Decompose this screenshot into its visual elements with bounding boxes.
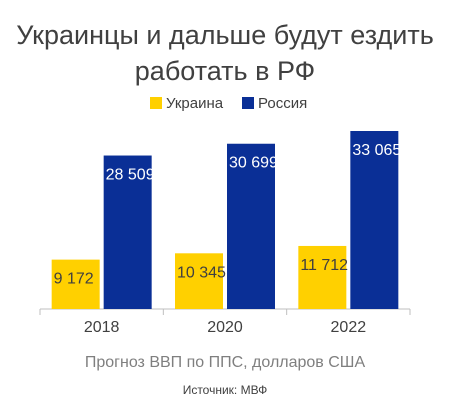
chart-source: Источник: МВФ: [183, 383, 268, 397]
data-label-russia-2022: 33 065: [352, 142, 401, 159]
legend-label-ukraine: Украина: [166, 95, 224, 112]
data-label-russia-2020: 30 699: [229, 155, 278, 172]
legend-swatch-russia: [242, 97, 254, 109]
x-tick-label-2020: 2020: [207, 319, 243, 336]
legend-swatch-ukraine: [150, 97, 162, 109]
chart-title-line-1: Украинцы и дальше будут ездить: [16, 20, 434, 50]
bar-ukraine-2018: [51, 259, 100, 309]
x-tick-label-2018: 2018: [84, 319, 120, 336]
bar-russia-2020: [227, 143, 275, 309]
x-tick-label-2022: 2022: [331, 319, 367, 336]
data-label-ukraine-2018: 9 172: [54, 271, 94, 288]
chart-title-line-2: работать в РФ: [135, 56, 315, 86]
plot-area: 9 172 28 509 2018 10 345 30 699 2020 11 712 33 …: [39, 131, 411, 336]
bar-ukraine-2022: [298, 245, 347, 309]
legend: Украина Россия: [150, 95, 307, 112]
legend-label-russia: Россия: [258, 95, 307, 112]
bar-ukraine-2020: [175, 253, 223, 309]
bar-russia-2018: [103, 155, 152, 309]
data-label-ukraine-2022: 11 712: [300, 257, 348, 274]
bar-russia-2022: [350, 131, 399, 309]
data-label-ukraine-2020: 10 345: [177, 264, 226, 281]
chart-caption: Прогноз ВВП по ППС, долларов США: [85, 354, 366, 371]
data-label-russia-2018: 28 509: [106, 167, 155, 184]
